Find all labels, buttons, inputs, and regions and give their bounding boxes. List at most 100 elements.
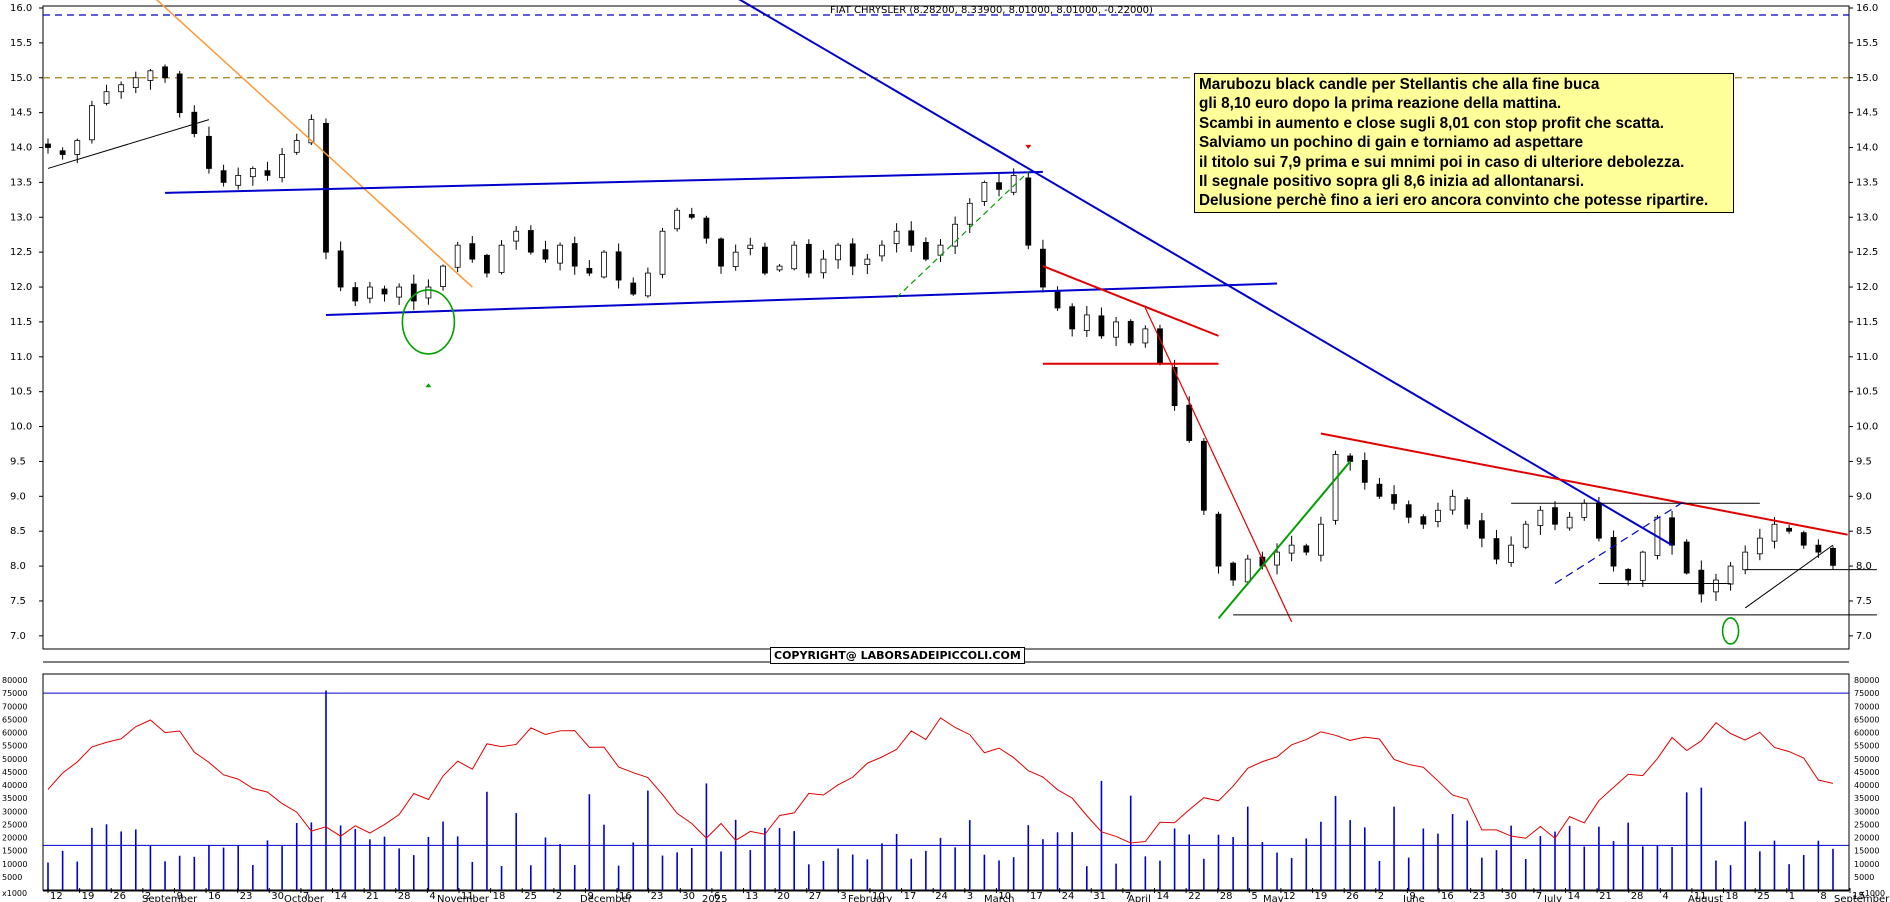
highlight-ellipse [401, 289, 456, 355]
candle-body [88, 105, 95, 141]
date-tick-label: 26 [113, 891, 126, 902]
candle-body [1464, 499, 1471, 525]
price-tick-label-right: 9.0 [1856, 491, 1872, 502]
volume-tick-label-right: 40000 [1854, 781, 1879, 790]
volume-tick-label-left: 80000 [2, 676, 27, 685]
volume-tick-label-left: 60000 [2, 729, 27, 738]
candle-body [293, 140, 300, 153]
date-tick-label: 2 [145, 891, 151, 902]
date-tick-label: 12 [1283, 891, 1296, 902]
candle-body [1713, 579, 1719, 593]
candle-body [586, 267, 593, 274]
price-tick-label-left: 8.0 [10, 561, 26, 572]
price-tick-label-left: 9.5 [10, 456, 26, 467]
candle-body [235, 175, 242, 186]
price-tick-label-right: 16.0 [1856, 3, 1878, 14]
copyright-label: COPYRIGHT@ LABORSADEIPICCOLI.COM [770, 647, 1025, 664]
volume-bars [47, 690, 1834, 890]
candle-body [1171, 367, 1178, 407]
candle-body [1040, 248, 1046, 288]
month-label: March [984, 894, 1014, 902]
volume-tick-label-right: 20000 [1854, 834, 1879, 843]
date-tick-label: 15 [1852, 891, 1865, 902]
volume-tick-label-right: 80000 [1854, 676, 1879, 685]
volume-tick-label-left: 45000 [2, 768, 27, 777]
date-tick-label: 4 [1662, 891, 1668, 902]
candle-body [1288, 544, 1295, 554]
volume-tick-label-right: 35000 [1854, 794, 1879, 803]
price-tick-label-right: 15.0 [1856, 73, 1878, 84]
candle-body [644, 272, 651, 297]
candle-body [1596, 502, 1602, 539]
date-tick-label: 12 [50, 891, 63, 902]
candle-body [791, 244, 798, 270]
date-tick-label: 21 [1599, 891, 1612, 902]
candle-body [162, 66, 168, 79]
candle-body [557, 244, 563, 264]
candle-body [820, 258, 827, 274]
date-tick-label: 30 [271, 891, 284, 902]
price-tick-label-left: 8.5 [10, 526, 26, 537]
date-tick-label: 30 [682, 891, 695, 902]
comment-line-6: Il segnale positivo sopra gli 8,6 inizia… [1199, 173, 1585, 191]
price-tick-label-left: 13.5 [10, 177, 32, 188]
candle-body [1361, 460, 1368, 483]
candle-body [1025, 177, 1032, 246]
price-tick-label-left: 11.5 [10, 317, 32, 328]
volume-tick-label-right: 10000 [1854, 860, 1879, 869]
candle-body [1098, 315, 1105, 337]
candle-body [1537, 509, 1544, 526]
volume-tick-label-left: 10000 [2, 860, 27, 869]
candle-body [191, 111, 198, 134]
candle-body [323, 123, 329, 253]
date-tick-label: 17 [904, 891, 917, 902]
date-tick-label: 13 [746, 891, 759, 902]
candle-body [922, 242, 929, 260]
date-tick-label: 5 [1251, 891, 1257, 902]
candle-body [1756, 537, 1763, 555]
candle-body [864, 258, 871, 266]
price-tick-label-left: 14.5 [10, 108, 32, 119]
date-tick-label: 7 [1125, 891, 1131, 902]
candle-body [206, 135, 212, 169]
candle-body [688, 214, 695, 218]
candle-body [1113, 321, 1119, 338]
candle-body [59, 150, 66, 155]
price-tick-label-left: 11.0 [10, 352, 32, 363]
candle-body [615, 251, 622, 281]
date-tick-label: 23 [1473, 891, 1486, 902]
date-tick-label: 18 [493, 891, 506, 902]
candle-body [440, 265, 446, 287]
date-tick-label: 24 [1062, 891, 1075, 902]
candle-body [176, 73, 183, 114]
candle-body [1186, 404, 1193, 441]
price-tick-label-left: 13.0 [10, 212, 32, 223]
uptrend-green [1217, 460, 1351, 620]
volume-axis-left: 5000 10000 15000 20000 25000 30000 35000 40000 4… [2, 676, 27, 882]
date-tick-label: 3 [840, 891, 846, 902]
volume-tick-label-right: 30000 [1854, 807, 1879, 816]
month-label: April [1128, 894, 1151, 902]
price-tick-label-left: 7.5 [10, 596, 26, 607]
price-tick-label-left: 15.5 [10, 38, 32, 49]
candle-body [352, 287, 359, 302]
candle-body [381, 288, 388, 295]
candle-body [498, 244, 505, 273]
candle-body [396, 286, 403, 298]
candle-body [1683, 541, 1690, 574]
price-tick-label-left: 15.0 [10, 73, 32, 84]
candle-body [45, 143, 51, 148]
candle-body [74, 140, 81, 155]
candle-body [1508, 544, 1515, 563]
price-tick-label-right: 15.5 [1856, 38, 1878, 49]
candle-body [1625, 569, 1632, 581]
date-tick-label: 18 [1726, 891, 1739, 902]
price-tick-label-right: 7.0 [1856, 631, 1872, 642]
resistance-line-orange [155, 0, 473, 288]
candle-body [1376, 483, 1383, 497]
month-label: September [142, 894, 198, 902]
candle-body [1274, 551, 1280, 566]
candle-body [659, 230, 666, 275]
date-tick-label: 11 [461, 891, 474, 902]
candle-body [132, 77, 139, 88]
